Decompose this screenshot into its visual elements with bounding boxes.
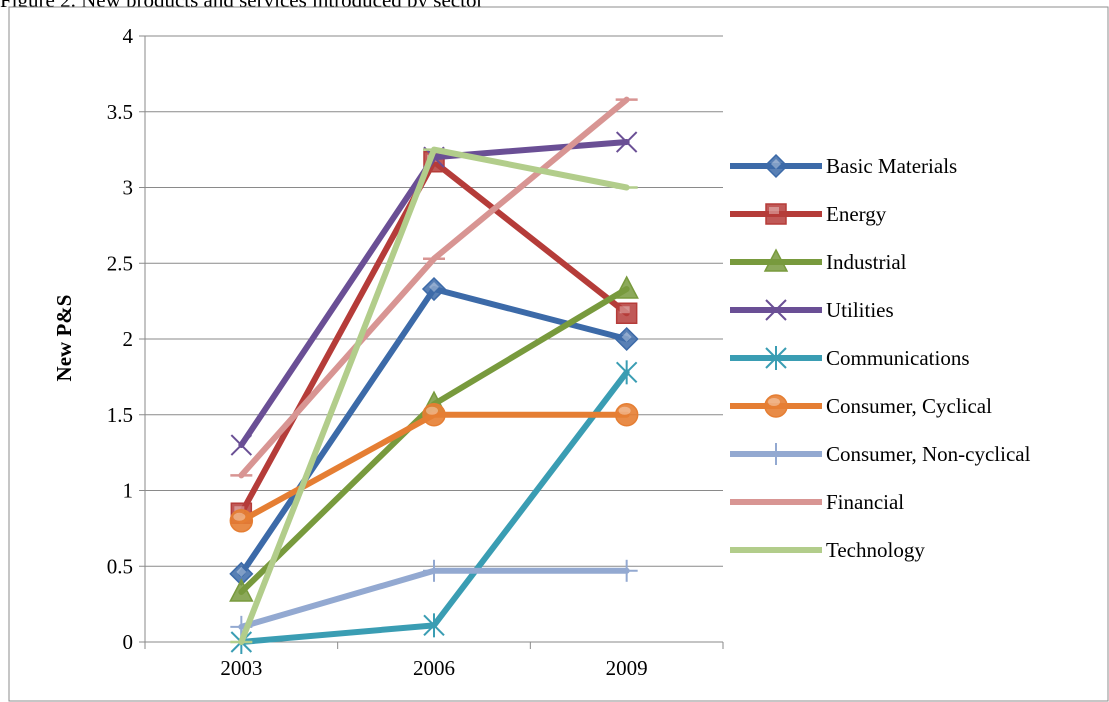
legend-label: Consumer, Cyclical [826,394,992,418]
data-point [615,131,638,153]
legend-marker [763,153,789,179]
data-point [615,302,638,324]
legend-label: Utilities [826,298,894,322]
legend-item: Consumer, Non-cyclical [730,442,1031,466]
y-tick-label: 0.5 [107,554,133,578]
legend-item: Consumer, Cyclical [730,394,992,418]
legend-item: Industrial [730,248,907,274]
legend-label: Financial [826,490,904,514]
y-tick-label: 4 [123,24,134,48]
data-point [229,578,254,602]
data-point [423,613,445,638]
legend-label: Technology [826,538,925,562]
legend-label: Industrial [826,250,907,274]
legend-marker [765,299,787,321]
legend-marker [765,203,787,225]
y-tick-label: 0 [123,630,134,654]
legend-item: Technology [730,538,925,562]
data-point [615,559,638,582]
data-point [229,561,254,586]
y-tick-label: 1 [123,479,134,503]
chart-frame [8,6,1109,702]
y-tick-label: 3 [123,176,134,200]
data-point [614,403,639,427]
legend-marker [765,346,787,370]
legend-marker [764,394,788,418]
legend-label: Basic Materials [826,154,957,178]
legend-marker [763,248,789,272]
data-point [421,276,447,302]
series-technology [230,146,638,645]
x-tick-label: 2006 [413,656,455,680]
legend-item: Utilities [730,298,894,322]
data-point [230,434,253,456]
legend-item: Financial [730,490,904,514]
y-tick-label: 1.5 [107,403,133,427]
x-tick-label: 2009 [606,656,648,680]
series-group [229,96,639,654]
legend-marker [765,443,787,465]
legend-item: Energy [730,202,887,226]
data-point [423,559,445,582]
legend: Basic Materials Energy Industrial Utilities… [730,153,1031,562]
data-point [615,360,638,385]
data-point [614,275,639,299]
series-financial [230,96,638,479]
legend-item: Basic Materials [730,153,957,179]
y-tick-label: 2.5 [107,251,133,275]
legend-item: Communications [730,346,970,370]
y-tick-label: 2 [123,327,134,351]
y-tick-label: 3.5 [107,100,133,124]
y-axis-label: New P&S [52,295,76,382]
legend-label: Communications [826,346,970,370]
x-tick-label: 2003 [220,656,262,680]
data-point [229,509,254,533]
data-point [422,403,446,427]
legend-label: Energy [826,202,887,226]
legend-label: Consumer, Non-cyclical [826,442,1031,466]
data-point [614,326,639,352]
